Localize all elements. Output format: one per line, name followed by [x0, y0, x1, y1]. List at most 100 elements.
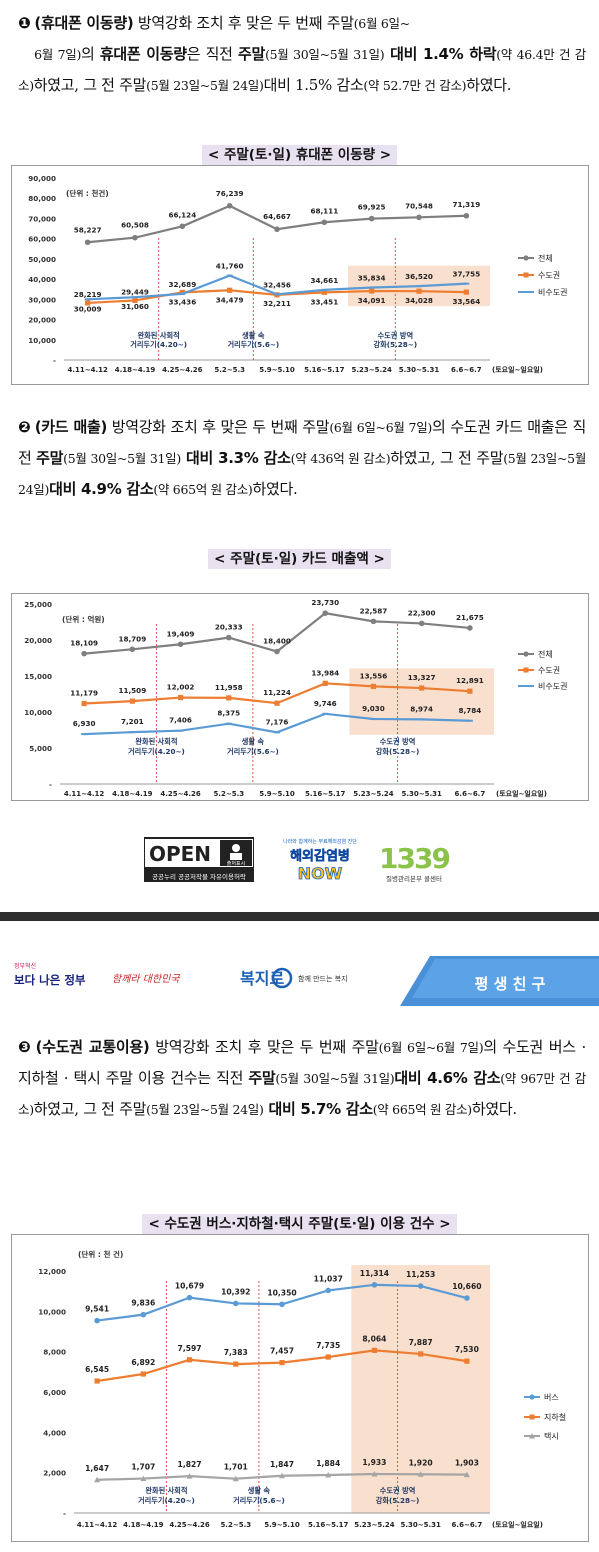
- data-label: 70,548: [405, 201, 433, 210]
- s2-t8: (약 436억 원 감소): [290, 451, 391, 466]
- y-tick-label: 4,000: [43, 1428, 66, 1437]
- data-label: 69,925: [358, 203, 386, 212]
- y-tick-label: 30,000: [28, 295, 56, 304]
- policy-annotation: 거리두기(5.6~): [227, 747, 279, 756]
- chart-3-title: < 수도권 버스·지하철·택시 주말(토·일) 이용 건수 >: [0, 1212, 599, 1234]
- s3-t4: 의 수도권 버스 · 지하철 · 택시 주말 이용 건수는 직전: [18, 1038, 586, 1087]
- data-label: 11,179: [70, 689, 98, 698]
- legend-label: 수도권: [538, 665, 560, 675]
- data-label: 68,111: [310, 206, 338, 215]
- data-label: 1,903: [455, 1459, 479, 1468]
- data-point: [419, 685, 425, 691]
- chart-3-box: 12,000 10,000 8,000 6,000 4,000 2,000 - (단위 : 천…: [11, 1234, 589, 1542]
- s1-t11: (약 46.4만 건 감소): [18, 47, 586, 93]
- data-label: 7,383: [224, 1348, 248, 1357]
- legend-label: 전체: [538, 253, 553, 263]
- highlight-region: [349, 668, 494, 735]
- data-point: [81, 650, 87, 657]
- legend-label: 비수도권: [538, 681, 567, 691]
- data-point: [94, 1317, 100, 1324]
- data-point: [279, 1301, 285, 1308]
- transit-usage-chart: 12,000 10,000 8,000 6,000 4,000 2,000 - (단위 : 천…: [38, 1249, 566, 1529]
- data-point: [233, 1361, 239, 1367]
- open-sub-text: 공공누리 공공저작물 자유이용허락: [152, 872, 246, 881]
- s3-t6: (5월 30일~5월 31일): [275, 1071, 395, 1086]
- policy-annotation: 거리두기(5.6~): [233, 1496, 285, 1505]
- bullet-2: ❷: [18, 418, 31, 436]
- data-label: 1,827: [178, 1460, 202, 1469]
- data-label: 58,227: [74, 225, 102, 234]
- legend-label: 전체: [538, 649, 553, 659]
- data-label: 8,064: [362, 1334, 386, 1343]
- y-tick-label: 2,000: [43, 1469, 66, 1478]
- x-tick-label: 5.16~5.17: [305, 790, 346, 798]
- y-tick-label: -: [63, 1509, 66, 1518]
- legend-marker: [523, 255, 529, 261]
- overseas-now-text: NOW: [298, 864, 343, 883]
- s1-t14: 대비 1.5% 감소: [263, 76, 364, 94]
- data-label: 7,201: [121, 717, 144, 726]
- data-point: [416, 214, 422, 221]
- y-tick-label: 6,000: [43, 1388, 66, 1397]
- x-tick-label: 4.18~4.19: [112, 790, 153, 798]
- data-point: [417, 1471, 424, 1477]
- s1-t5: 의: [81, 45, 100, 63]
- data-label: 20,333: [215, 623, 243, 632]
- data-label: 31,060: [121, 302, 149, 311]
- data-label: 11,958: [215, 683, 243, 692]
- s1-t10: 대비 1.4% 하락: [384, 45, 497, 63]
- data-label: 19,409: [167, 629, 195, 638]
- data-point: [371, 1282, 378, 1288]
- policy-annotation: 강화(5.28~): [376, 1496, 420, 1505]
- phone-mobility-chart: 90,000 80,000 70,000 60,000 50,000 40,000 30,0…: [28, 174, 567, 374]
- policy-annotation: 거리두기(5.6~): [227, 340, 279, 349]
- data-point: [274, 226, 280, 233]
- legend-label: 택시: [544, 1431, 559, 1441]
- x-tick-label: 6.6~6.7: [455, 790, 486, 798]
- data-label: 22,587: [360, 606, 388, 615]
- x-tick-label: 5.23~5.24: [354, 1521, 395, 1529]
- s2-t13: 하였다.: [252, 480, 298, 498]
- card-sales-chart: 25,000 20,000 15,000 10,000 5,000 - (단위 : 억원) 4…: [24, 598, 567, 798]
- x-tick-label: 5.23~5.24: [351, 366, 392, 374]
- y-tick-label: 5,000: [29, 744, 52, 753]
- x-tick-label: 5.9~5.10: [259, 366, 295, 374]
- s1-t15: (약 52.7만 건 감소): [363, 78, 467, 93]
- x-tick-label: 5.30~5.31: [401, 790, 442, 798]
- s3-t13: 하였다.: [471, 1100, 517, 1118]
- data-point: [132, 297, 138, 304]
- y-tick-label: 12,000: [38, 1267, 66, 1276]
- data-label: 32,456: [263, 280, 291, 289]
- legend-marker: [529, 1394, 535, 1400]
- s1-t7: 은 직전: [186, 45, 239, 63]
- data-label: 1,933: [362, 1458, 386, 1467]
- policy-annotation: 거리두기(4.20~): [128, 747, 185, 756]
- data-point: [371, 1471, 378, 1477]
- data-label: 34,661: [310, 276, 338, 285]
- x-tick-label: 4.18~4.19: [123, 1521, 164, 1529]
- unit-label: (단위 : 천 건): [78, 1249, 123, 1259]
- data-label: 12,002: [167, 683, 195, 692]
- chart-2-title: < 주말(토·일) 카드 매출액 >: [0, 547, 599, 569]
- slogan-text: 함께라 대한민국: [112, 973, 180, 985]
- data-point: [140, 1475, 147, 1482]
- data-point: [94, 1378, 100, 1384]
- policy-annotation: 수도권 방역: [380, 737, 416, 746]
- section-1-heading: (휴대폰 이동량): [34, 14, 134, 32]
- data-point: [140, 1371, 146, 1377]
- gov-main-text: 보다 나은 정부: [14, 973, 86, 987]
- data-point: [132, 234, 138, 241]
- chart-1-title-text: < 주말(토·일) 휴대폰 이동량 >: [201, 145, 398, 165]
- data-label: 18,400: [263, 637, 291, 646]
- data-label: 1,647: [85, 1464, 109, 1473]
- data-point: [368, 215, 375, 222]
- x-tick-label: 4.11~4.12: [67, 366, 108, 374]
- data-point: [322, 680, 328, 686]
- s2-t4: 의 수도권 카드 매출은 직전: [18, 418, 587, 467]
- chart-1-box: 90,000 80,000 70,000 60,000 50,000 40,000 30,0…: [11, 165, 589, 385]
- section-3-heading: (수도권 교통이용): [35, 1038, 150, 1056]
- data-label: 60,508: [121, 221, 149, 230]
- data-point: [369, 288, 375, 294]
- x-axis-label: (토요일~일요일): [492, 1520, 543, 1529]
- x-tick-label: 5.2~5.3: [220, 1521, 251, 1529]
